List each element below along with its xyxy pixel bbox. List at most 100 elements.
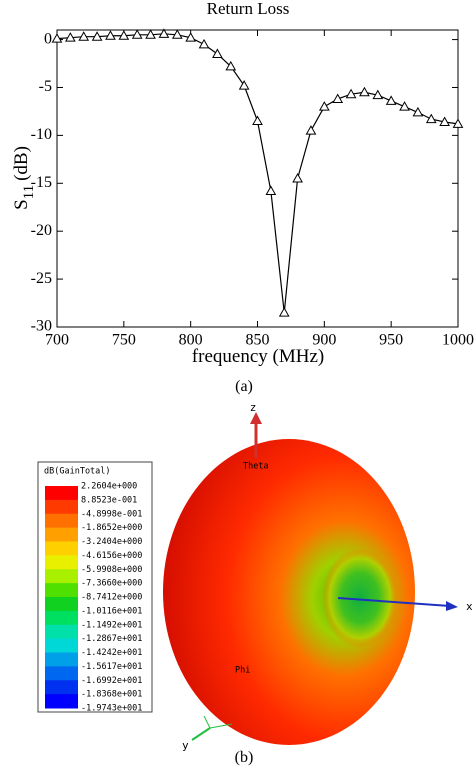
- x-tick-label: 850: [246, 332, 270, 349]
- x-tick-label: 1000: [442, 332, 474, 349]
- y-tick-label: -15: [31, 174, 52, 191]
- legend-label: -4.6156e+000: [81, 551, 142, 561]
- data-marker: [65, 32, 76, 42]
- legend-swatch: [45, 638, 78, 653]
- legend-label: 2.2604e+000: [81, 482, 137, 492]
- data-marker: [305, 125, 317, 135]
- z-arrow: [250, 412, 262, 424]
- legend-title: dB(GainTotal): [44, 467, 111, 477]
- legend-swatch: [45, 486, 78, 501]
- x-tick-label: 950: [379, 332, 403, 349]
- data-marker: [318, 101, 330, 111]
- legend-label: -1.8368e+001: [81, 690, 142, 700]
- x-tick-label: 700: [45, 332, 69, 349]
- phi-axis: [209, 723, 233, 729]
- plot-frame: [56, 29, 459, 328]
- y-tick-label: -20: [31, 222, 52, 239]
- data-marker: [332, 93, 344, 103]
- legend-swatch: [45, 597, 78, 612]
- data-marker: [198, 38, 210, 49]
- legend-label: -1.1492e+001: [81, 620, 142, 630]
- data-marker: [372, 89, 384, 100]
- data-marker: [439, 116, 450, 126]
- data-marker: [171, 29, 183, 39]
- theta-axis: [203, 715, 211, 729]
- y-tick-label: -30: [31, 318, 52, 335]
- x-arrow: [446, 601, 458, 611]
- data-marker: [158, 28, 170, 38]
- legend-label: -1.2867e+001: [81, 634, 142, 644]
- caption: (a): [235, 378, 253, 395]
- axis-label: y: [182, 739, 189, 752]
- legend-label: -1.6992e+001: [81, 676, 142, 686]
- legend-swatch: [45, 499, 78, 515]
- axis-label: x: [466, 600, 473, 613]
- data-marker: [145, 29, 156, 39]
- legend-label: -1.9743e+001: [81, 704, 142, 714]
- data-marker: [399, 101, 410, 111]
- legend-label: -1.4242e+001: [81, 648, 142, 658]
- legend-label: 8.8523e-001: [81, 495, 137, 505]
- legend-label: -7.3660e+000: [81, 579, 142, 589]
- y-tick-label: 0: [44, 30, 52, 47]
- y-tick-label: -10: [31, 126, 52, 143]
- legend-swatch: [45, 513, 78, 529]
- axis-label: Theta: [243, 462, 269, 472]
- legend-label: -8.7412e+000: [81, 593, 142, 603]
- x-axis-label: frequency (MHz): [192, 346, 324, 367]
- legend-swatch: [45, 666, 78, 681]
- legend-swatch: [45, 652, 78, 667]
- data-marker: [238, 80, 250, 90]
- y-axis-label: S11(dB): [11, 146, 37, 210]
- data-marker: [359, 86, 370, 97]
- legend-label: -4.8998e-001: [81, 509, 142, 519]
- pattern-body: [163, 439, 415, 745]
- legend-swatch: [45, 569, 78, 584]
- axis-label: Phi: [235, 666, 250, 676]
- data-marker: [452, 118, 464, 128]
- legend-label: -5.9908e+000: [81, 565, 142, 575]
- data-marker: [412, 106, 424, 117]
- legend-swatch: [45, 680, 78, 695]
- radiation-pattern: z x y Theta Phi: [163, 401, 473, 752]
- legend-label: -1.5617e+001: [81, 662, 142, 672]
- chart-title: Return Loss: [207, 0, 290, 18]
- legend-label: -1.8652e+000: [81, 523, 142, 533]
- y-axis: [191, 727, 211, 741]
- data-marker: [105, 30, 116, 40]
- y-tick-label: -5: [39, 78, 52, 95]
- data-marker: [78, 31, 90, 41]
- legend-swatch: [45, 555, 78, 570]
- legend-swatch: [45, 610, 78, 626]
- data-marker: [225, 60, 237, 71]
- y-tick-label: -25: [31, 270, 52, 287]
- x-tick-label: 750: [112, 332, 136, 349]
- data-marker: [91, 31, 103, 41]
- data-marker: [131, 29, 143, 39]
- data-marker: [118, 30, 130, 40]
- data-marker: [252, 115, 263, 126]
- legend-swatch: [45, 624, 78, 640]
- x-tick-label: 900: [312, 332, 336, 349]
- data-marker: [278, 307, 290, 317]
- legend-label: -1.0116e+001: [81, 606, 142, 616]
- x-axis: [337, 597, 451, 607]
- data-marker: [292, 172, 303, 183]
- legend-swatch: [45, 583, 78, 598]
- data-marker: [185, 32, 197, 42]
- data-marker: [385, 95, 397, 105]
- data-marker: [212, 48, 223, 58]
- data-marker: [345, 88, 357, 99]
- legend-swatch: [45, 694, 78, 709]
- data-marker: [51, 33, 63, 43]
- data-marker: [425, 113, 437, 124]
- data-line: [56, 33, 459, 313]
- legend-label: -3.2404e+000: [81, 537, 142, 547]
- caption: (b): [235, 749, 254, 766]
- legend-swatch: [45, 527, 78, 542]
- pattern-null: [322, 548, 398, 648]
- legend-swatch: [45, 541, 78, 556]
- data-marker: [265, 185, 277, 195]
- axis-label: z: [250, 401, 257, 414]
